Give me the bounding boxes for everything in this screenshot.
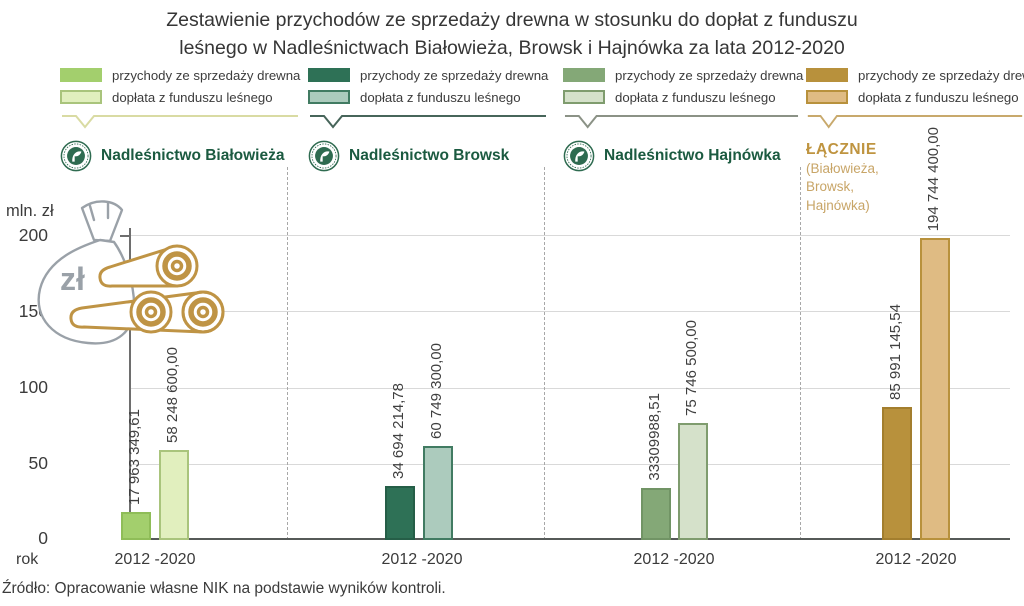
bar-value-label: 194 744 400,00 <box>925 126 942 231</box>
bag-currency-label: zł <box>60 261 85 297</box>
group-separator-line <box>544 167 545 540</box>
group-name: Nadleśnictwo Białowieża <box>101 147 285 164</box>
group-name: Nadleśnictwo Browsk <box>349 147 510 164</box>
bar-revenue-bialowieza <box>121 512 151 540</box>
y-axis-unit-label: mln. zł <box>6 202 54 220</box>
lasy-panstwowe-logo-icon <box>308 140 340 172</box>
x-tick-period-browsk: 2012 -2020 <box>381 551 463 568</box>
lasy-panstwowe-logo-icon <box>563 140 595 172</box>
lasy-panstwowe-logo-icon <box>60 140 92 172</box>
bar-value-label: 33309988,51 <box>646 393 663 481</box>
legend-group-bialowieza: przychody ze sprzedaży drewna dopłata z … <box>60 64 300 172</box>
money-bag-and-logs-illustration: zł <box>37 200 225 345</box>
legend-row-subsidy: dopłata z funduszu leśnego <box>563 86 800 108</box>
legend-swatch-revenue <box>806 68 848 82</box>
bar-value-label: 75 746 500,00 <box>683 320 700 416</box>
wood-logs-icon <box>69 244 225 334</box>
group-header-lacznie: ŁĄCZNIE (Białowieża, Browsk, Hajnówka) <box>806 140 1024 215</box>
group-name: Nadleśnictwo Hajnówka <box>604 147 781 164</box>
legend-swatch-revenue <box>60 68 102 82</box>
y-tick-label-50: 50 <box>28 453 48 473</box>
group-sub-line: (Białowieża, <box>806 161 879 177</box>
legend-row-subsidy: dopłata z funduszu leśnego <box>806 86 1024 108</box>
brace-line <box>62 115 298 129</box>
bar-subsidy-browsk <box>423 446 453 540</box>
x-axis-line <box>129 538 1010 540</box>
legend-label-subsidy: dopłata z funduszu leśnego <box>858 89 1019 105</box>
grid-line-150 <box>130 311 1010 312</box>
source-note: Źródło: Opracowanie własne NIK na podsta… <box>2 580 446 597</box>
bar-value-label: 58 248 600,00 <box>164 347 181 443</box>
brace-line <box>564 115 799 129</box>
group-name: ŁĄCZNIE <box>806 141 877 158</box>
money-bag-icon: zł <box>37 200 136 345</box>
legend-swatch-subsidy <box>308 90 350 104</box>
legend-label-subsidy: dopłata z funduszu leśnego <box>615 89 776 105</box>
legend-group-lacznie: przychody ze sprzedaży drewna dopłata z … <box>806 64 1024 215</box>
legend-group-browsk: przychody ze sprzedaży drewna dopłata z … <box>308 64 548 172</box>
group-header-browsk: Nadleśnictwo Browsk <box>308 140 548 172</box>
legend-label-revenue: przychody ze sprzedaży drewna <box>112 67 301 83</box>
legend-row-subsidy: dopłata z funduszu leśnego <box>308 86 548 108</box>
bar-subsidy-bialowieza <box>159 450 189 540</box>
legend-row-revenue: przychody ze sprzedaży drewna <box>308 64 548 86</box>
group-separator-line <box>287 167 288 540</box>
legend-label-revenue: przychody ze sprzedaży drewna <box>360 67 549 83</box>
legend-label-subsidy: dopłata z funduszu leśnego <box>112 89 273 105</box>
group-header-hajnowka: Nadleśnictwo Hajnówka <box>563 140 800 172</box>
brace-line <box>807 115 1023 129</box>
y-tick-label-0: 0 <box>38 528 48 548</box>
legend-swatch-revenue <box>563 68 605 82</box>
bar-value-label: 34 694 214,78 <box>390 383 407 479</box>
y-tick-label-200: 200 <box>18 225 48 245</box>
legend-swatch-subsidy <box>806 90 848 104</box>
bar-value-label: 60 749 300,00 <box>428 343 445 439</box>
y-tick-label-150: 150 <box>18 301 48 321</box>
legend-label-revenue: przychody ze sprzedaży drewna <box>858 67 1024 83</box>
legend-label-subsidy: dopłata z funduszu leśnego <box>360 89 521 105</box>
legend-row-revenue: przychody ze sprzedaży drewna <box>60 64 300 86</box>
legend-swatch-subsidy <box>563 90 605 104</box>
legend-row-revenue: przychody ze sprzedaży drewna <box>806 64 1024 86</box>
x-tick-period-bialowieza: 2012 -2020 <box>114 551 196 568</box>
bar-revenue-hajnowka <box>641 488 671 540</box>
group-header-bialowieza: Nadleśnictwo Białowieża <box>60 140 300 172</box>
grid-line-100 <box>130 388 1010 389</box>
chart-title-line1: Zestawienie przychodów ze sprzedaży drew… <box>166 9 858 31</box>
y-tick-label-100: 100 <box>18 377 48 397</box>
bar-revenue-browsk <box>385 486 415 540</box>
group-sub-line: Hajnówka) <box>806 197 870 213</box>
group-separator-line <box>800 167 801 540</box>
chart-title: Zestawienie przychodów ze sprzedaży drew… <box>0 6 1024 63</box>
grid-line-50 <box>130 464 1010 465</box>
bar-revenue-lacznie <box>882 407 912 540</box>
group-sub-line: Browsk, <box>806 179 855 195</box>
bar-value-label: 85 991 145,54 <box>887 304 904 400</box>
legend-label-revenue: przychody ze sprzedaży drewna <box>615 67 804 83</box>
brace-line <box>310 115 546 129</box>
legend-group-hajnowka: przychody ze sprzedaży drewna dopłata z … <box>563 64 804 172</box>
y-axis-line <box>129 228 131 540</box>
y-axis-tick-200 <box>120 235 130 237</box>
legend-swatch-subsidy <box>60 90 102 104</box>
bar-subsidy-lacznie <box>920 238 950 540</box>
x-tick-period-hajnowka: 2012 -2020 <box>633 551 715 568</box>
grid-line-200 <box>130 235 1010 236</box>
legend-row-subsidy: dopłata z funduszu leśnego <box>60 86 300 108</box>
legend-swatch-revenue <box>308 68 350 82</box>
x-axis-label-rok: rok <box>16 551 39 568</box>
legend-row-revenue: przychody ze sprzedaży drewna <box>563 64 804 86</box>
x-tick-period-lacznie: 2012 -2020 <box>875 551 957 568</box>
bar-subsidy-hajnowka <box>678 423 708 540</box>
bar-value-label: 17 963 349,61 <box>126 409 143 505</box>
chart-title-line2: leśnego w Nadleśnictwach Białowieża, Bro… <box>179 37 845 60</box>
